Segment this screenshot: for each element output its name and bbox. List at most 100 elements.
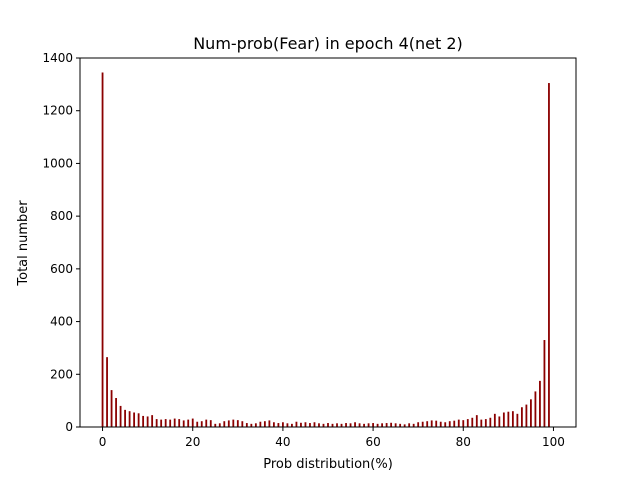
bar [282, 422, 284, 427]
bar [520, 407, 523, 427]
y-tick-label: 1000 [42, 156, 73, 170]
bar [390, 422, 393, 427]
x-axis-label: Prob distribution(%) [263, 457, 393, 472]
bar [340, 423, 343, 427]
bar [205, 419, 208, 427]
bar [300, 422, 302, 427]
bar [466, 419, 469, 427]
y-tick-label: 1400 [42, 51, 73, 65]
bar [200, 421, 203, 427]
bar [164, 419, 167, 427]
bar [322, 423, 325, 427]
bar [417, 422, 420, 427]
bar [182, 420, 185, 427]
bar [394, 423, 397, 427]
bar [178, 419, 181, 427]
x-tick-label: 40 [275, 435, 290, 449]
bar [286, 423, 289, 427]
bar [318, 423, 320, 427]
bar [137, 413, 140, 427]
bar [525, 404, 528, 427]
bar [363, 423, 365, 427]
bar [530, 399, 532, 427]
bar [115, 398, 117, 427]
bar [331, 423, 334, 427]
x-tick-label: 0 [99, 435, 107, 449]
y-tick-label: 400 [50, 315, 73, 329]
bar [372, 423, 374, 427]
bar [173, 418, 176, 427]
y-tick-label: 800 [50, 209, 73, 223]
bar [254, 423, 257, 427]
bar [457, 419, 460, 427]
bar [236, 420, 239, 427]
bar [295, 421, 298, 427]
bar [511, 411, 514, 427]
bar [106, 357, 108, 427]
bar [480, 419, 483, 427]
bar [124, 409, 126, 427]
bar [489, 417, 492, 427]
bar [444, 422, 447, 427]
bar [128, 411, 131, 427]
y-tick-label: 200 [50, 367, 73, 381]
bar [426, 421, 429, 427]
bar [349, 423, 352, 427]
bar [435, 420, 438, 427]
bar [241, 421, 244, 427]
bar [191, 418, 194, 427]
bar [502, 412, 505, 427]
bar [119, 405, 122, 427]
bar [101, 72, 104, 427]
bar [336, 423, 338, 427]
x-tick-label: 60 [365, 435, 380, 449]
bar [367, 423, 370, 427]
bar [146, 416, 149, 427]
bar [493, 413, 496, 427]
bar [309, 423, 311, 427]
bar [453, 420, 456, 427]
x-tick-label: 80 [456, 435, 471, 449]
bar [381, 423, 384, 427]
y-tick-label: 600 [50, 262, 73, 276]
bar [245, 423, 248, 427]
bar [133, 412, 136, 427]
bar [291, 423, 293, 427]
bar [218, 423, 221, 427]
bar [358, 423, 361, 427]
bar [516, 413, 519, 427]
bar [232, 419, 235, 427]
bar [412, 423, 415, 427]
bar [223, 421, 226, 427]
bar [539, 380, 541, 427]
bar [187, 419, 190, 427]
bar [484, 419, 487, 427]
x-tick-label: 20 [185, 435, 200, 449]
bar [430, 420, 433, 427]
bar [421, 421, 424, 427]
bar [313, 422, 316, 427]
bar [448, 421, 451, 427]
plot-frame [79, 57, 577, 428]
bar [498, 416, 501, 427]
bar [439, 421, 442, 427]
bar [462, 420, 465, 427]
bar [196, 421, 199, 427]
bars-group [101, 72, 550, 428]
bar [214, 423, 217, 427]
y-tick-label: 1200 [42, 104, 73, 118]
bar [209, 420, 212, 427]
y-axis-label: Total number [16, 200, 31, 287]
bar [142, 415, 145, 427]
bar [304, 422, 307, 427]
bar [227, 420, 230, 427]
bar [155, 419, 158, 427]
bar [263, 421, 266, 427]
x-tick-label: 100 [542, 435, 565, 449]
chart-title: Num-prob(Fear) in epoch 4(net 2) [193, 34, 463, 53]
bar [354, 422, 356, 427]
bar [268, 420, 271, 427]
bar [548, 83, 550, 428]
bar [250, 423, 253, 427]
